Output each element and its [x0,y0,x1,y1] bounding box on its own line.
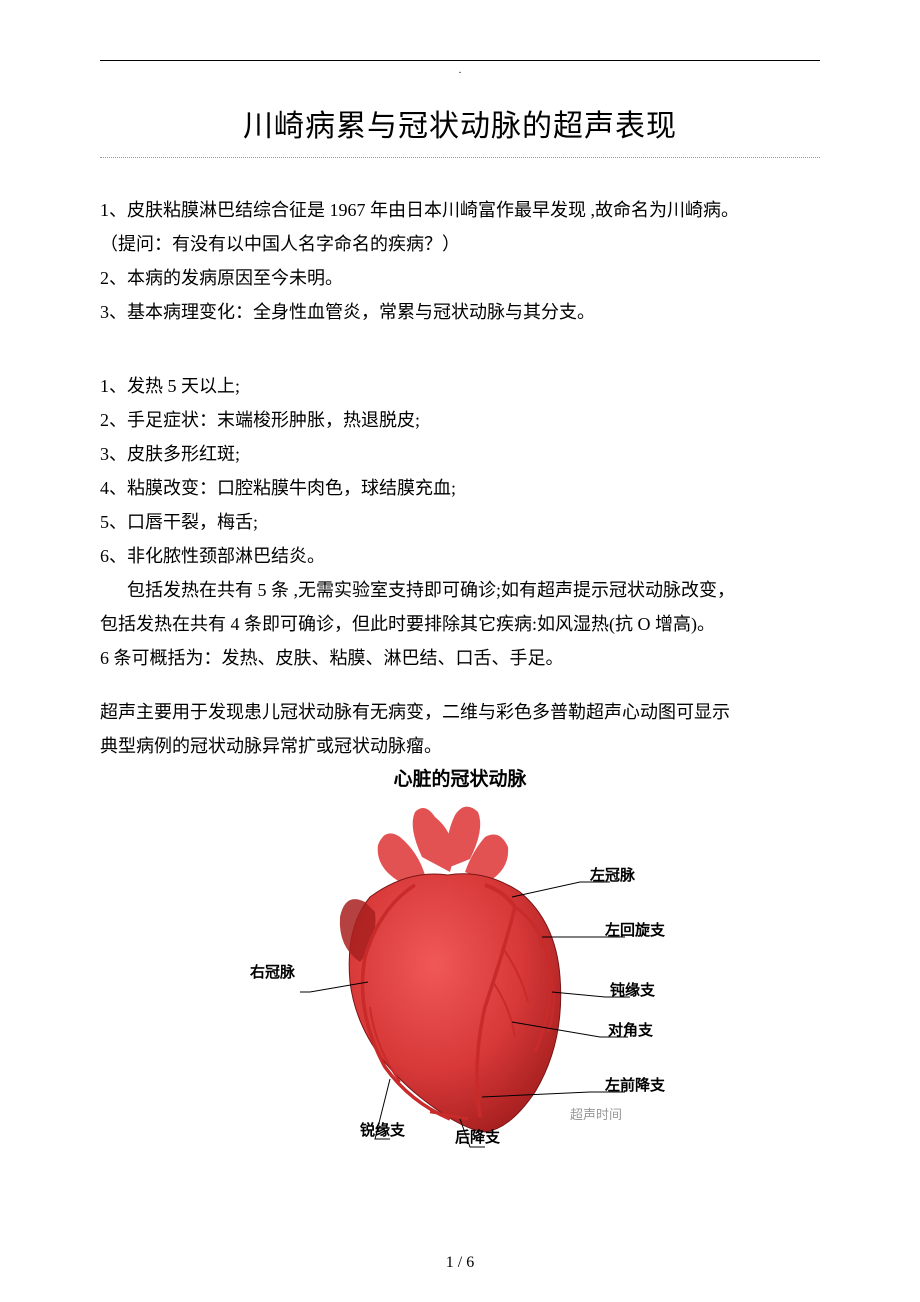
s2-p2: 2、手足症状：末端梭形肿胀，热退脱皮; [100,404,820,436]
heart-diagram: 心脏的冠状动脉 [220,764,700,1157]
label-right: 右冠脉 [250,964,270,982]
page-title: 川崎病累与冠状动脉的超声表现 [100,101,820,145]
section-2: 1、发热 5 天以上; 2、手足症状：末端梭形肿胀，热退脱皮; 3、皮肤多形红斑… [100,370,820,674]
s3-p1: 超声主要用于发现患儿冠状动脉有无病变，二维与彩色多普勒超声心动图可显示 [100,696,820,728]
header-rule [100,60,820,61]
s2-p7b: 包括发热在共有 4 条即可确诊，但此时要排除其它疾病:如风湿热(抗 O 增高)。 [100,608,820,640]
page-number: 1 / 6 [0,1254,920,1272]
section-3: 超声主要用于发现患儿冠状动脉有无病变，二维与彩色多普勒超声心动图可显示 典型病例… [100,696,820,762]
header-dot: . [100,69,820,73]
label-lad: 左前降支 [605,1074,665,1095]
label-acute: 锐缘支 [360,1119,405,1140]
label-pda: 后降支 [455,1126,500,1147]
s2-p1: 1、发热 5 天以上; [100,370,820,402]
s1-p3: 3、基本病理变化：全身性血管炎，常累与冠状动脉与其分支。 [100,296,820,328]
s2-p7: 包括发热在共有 5 条 ,无需实验室支持即可确诊;如有超声提示冠状动脉改变， [100,574,820,606]
s1-p2: 2、本病的发病原因至今未明。 [100,262,820,294]
s2-p4: 4、粘膜改变：口腔粘膜牛肉色，球结膜充血; [100,472,820,504]
label-diagonal: 对角支 [608,1019,653,1040]
s1-p1: 1、皮肤粘膜淋巴结综合征是 1967 年由日本川崎富作最早发现 ,故命名为川崎病… [100,194,820,226]
title-underline [100,157,820,158]
label-obtuse: 钝缘支 [610,979,655,1000]
s3-p1b: 典型病例的冠状动脉异常扩或冠状动脉瘤。 [100,730,820,762]
heart-illustration [250,797,670,1157]
s2-p5: 5、口唇干裂，梅舌; [100,506,820,538]
label-circumflex: 左回旋支 [605,919,665,940]
s2-p8: 6 条可概括为：发热、皮肤、粘膜、淋巴结、口舌、手足。 [100,642,820,674]
s2-p6: 6、非化脓性颈部淋巴结炎。 [100,540,820,572]
watermark: 超声时间 [570,1104,622,1123]
section-1: 1、皮肤粘膜淋巴结综合征是 1967 年由日本川崎富作最早发现 ,故命名为川崎病… [100,194,820,328]
diagram-title: 心脏的冠状动脉 [220,764,700,791]
s1-p1b: （提问：有没有以中国人名字命名的疾病？） [100,228,820,260]
label-left-main: 左冠脉 [590,864,635,885]
s2-p3: 3、皮肤多形红斑; [100,438,820,470]
